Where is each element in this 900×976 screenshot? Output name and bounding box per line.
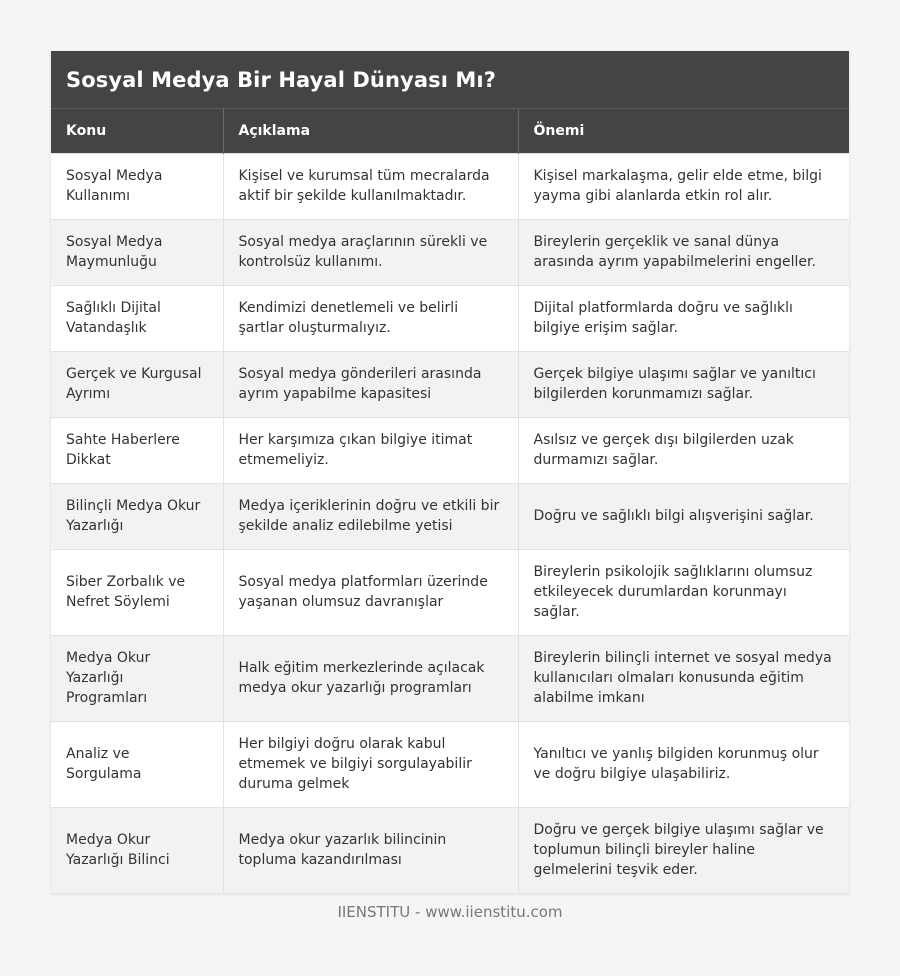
cell-konu: Sahte Haberlere Dikkat xyxy=(51,417,223,484)
table-row: Analiz ve Sorgulama Her bilgiyi doğru ol… xyxy=(51,721,849,808)
cell-onemi: Bireylerin bilinçli internet ve sosyal m… xyxy=(517,635,849,722)
table-row: Gerçek ve Kurgusal Ayrımı Sosyal medya g… xyxy=(51,351,849,418)
cell-konu: Bilinçli Medya Okur Yazarlığı xyxy=(51,483,223,550)
cell-aciklama: Medya okur yazarlık bilincinin topluma k… xyxy=(222,807,518,893)
cell-onemi: Doğru ve sağlıklı bilgi alışverişini sağ… xyxy=(517,483,849,550)
column-header-onemi: Önemi xyxy=(517,108,849,154)
cell-konu: Sosyal Medya Maymunluğu xyxy=(51,219,223,286)
cell-onemi: Yanıltıcı ve yanlış bilgiden korunmuş ol… xyxy=(517,721,849,808)
table-row: Medya Okur Yazarlığı Bilinci Medya okur … xyxy=(51,807,849,893)
cell-onemi: Kişisel markalaşma, gelir elde etme, bil… xyxy=(517,153,849,220)
cell-aciklama: Kendimizi denetlemeli ve belirli şartlar… xyxy=(222,285,518,352)
page-title: Sosyal Medya Bir Hayal Dünyası Mı? xyxy=(66,67,496,92)
cell-konu: Analiz ve Sorgulama xyxy=(51,721,223,808)
cell-konu: Medya Okur Yazarlığı Bilinci xyxy=(51,807,223,893)
table-row: Sağlıklı Dijital Vatandaşlık Kendimizi d… xyxy=(51,285,849,352)
cell-aciklama: Her karşımıza çıkan bilgiye itimat etmem… xyxy=(222,417,518,484)
cell-konu: Siber Zorbalık ve Nefret Söylemi xyxy=(51,549,223,636)
table-row: Sosyal Medya Maymunluğu Sosyal medya ara… xyxy=(51,219,849,286)
table-card: Sosyal Medya Bir Hayal Dünyası Mı? Konu … xyxy=(51,51,849,893)
cell-aciklama: Sosyal medya platformları üzerinde yaşan… xyxy=(222,549,518,636)
cell-onemi: Bireylerin psikolojik sağlıklarını olums… xyxy=(517,549,849,636)
cell-aciklama: Kişisel ve kurumsal tüm mecralarda aktif… xyxy=(222,153,518,220)
table-row: Sosyal Medya Kullanımı Kişisel ve kurums… xyxy=(51,153,849,220)
cell-konu: Gerçek ve Kurgusal Ayrımı xyxy=(51,351,223,418)
table-row: Medya Okur Yazarlığı Programları Halk eğ… xyxy=(51,635,849,722)
cell-konu: Sağlıklı Dijital Vatandaşlık xyxy=(51,285,223,352)
table-row: Sahte Haberlere Dikkat Her karşımıza çık… xyxy=(51,417,849,484)
cell-onemi: Gerçek bilgiye ulaşımı sağlar ve yanıltı… xyxy=(517,351,849,418)
cell-aciklama: Sosyal medya araçlarının sürekli ve kont… xyxy=(222,219,518,286)
cell-aciklama: Halk eğitim merkezlerinde açılacak medya… xyxy=(222,635,518,722)
cell-aciklama: Sosyal medya gönderileri arasında ayrım … xyxy=(222,351,518,418)
data-table: Konu Açıklama Önemi Sosyal Medya Kullanı… xyxy=(51,108,849,893)
cell-konu: Sosyal Medya Kullanımı xyxy=(51,153,223,220)
column-header-aciklama: Açıklama xyxy=(222,108,518,154)
table-row: Siber Zorbalık ve Nefret Söylemi Sosyal … xyxy=(51,549,849,636)
header-row: Konu Açıklama Önemi xyxy=(51,108,849,154)
cell-onemi: Doğru ve gerçek bilgiye ulaşımı sağlar v… xyxy=(517,807,849,893)
cell-onemi: Asılsız ve gerçek dışı bilgilerden uzak … xyxy=(517,417,849,484)
cell-onemi: Dijital platformlarda doğru ve sağlıklı … xyxy=(517,285,849,352)
column-header-konu: Konu xyxy=(51,108,223,154)
cell-aciklama: Medya içeriklerinin doğru ve etkili bir … xyxy=(222,483,518,550)
footer-credit: IIENSTITU - www.iienstitu.com xyxy=(337,903,563,921)
table-row: Bilinçli Medya Okur Yazarlığı Medya içer… xyxy=(51,483,849,550)
title-bar: Sosyal Medya Bir Hayal Dünyası Mı? xyxy=(51,51,849,108)
cell-konu: Medya Okur Yazarlığı Programları xyxy=(51,635,223,722)
cell-onemi: Bireylerin gerçeklik ve sanal dünya aras… xyxy=(517,219,849,286)
cell-aciklama: Her bilgiyi doğru olarak kabul etmemek v… xyxy=(222,721,518,808)
